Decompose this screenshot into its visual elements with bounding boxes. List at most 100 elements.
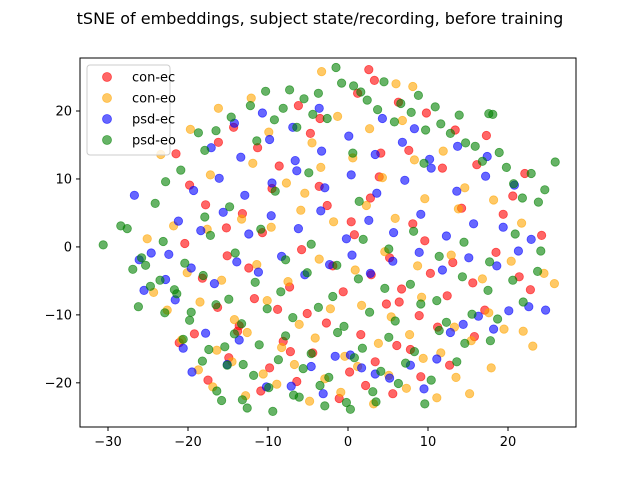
point-con-eo xyxy=(404,329,415,340)
point-psd-eo xyxy=(172,289,182,299)
point-psd-eo xyxy=(185,315,195,325)
point-psd-eo xyxy=(322,113,332,124)
point-con-ec xyxy=(293,101,303,111)
point-con-ec xyxy=(508,191,518,201)
point-psd-ec xyxy=(316,206,326,216)
point-con-ec xyxy=(344,367,355,377)
point-con-ec xyxy=(356,329,366,340)
point-psd-ec xyxy=(445,327,455,338)
scatter-points xyxy=(98,62,560,416)
point-psd-ec xyxy=(306,361,316,372)
point-con-ec xyxy=(349,230,359,240)
point-con-ec xyxy=(408,219,418,229)
point-psd-ec xyxy=(330,351,340,361)
point-con-ec xyxy=(421,108,431,118)
point-psd-ec xyxy=(186,263,196,273)
point-psd-eo xyxy=(308,109,318,120)
point-con-eo xyxy=(361,200,371,211)
point-psd-ec xyxy=(464,253,474,263)
point-psd-eo xyxy=(178,334,188,344)
legend-box xyxy=(86,64,171,156)
point-con-ec xyxy=(249,293,259,304)
point-psd-eo xyxy=(368,387,378,397)
point-con-eo xyxy=(518,326,528,336)
point-psd-eo xyxy=(416,299,426,309)
point-psd-ec xyxy=(414,247,424,257)
point-psd-eo xyxy=(460,138,471,148)
point-psd-ec xyxy=(187,367,197,377)
legend-label-con-ec: con-ec xyxy=(132,71,175,86)
point-psd-eo xyxy=(160,308,170,318)
point-psd-eo xyxy=(393,378,403,389)
point-psd-eo xyxy=(354,196,364,206)
y-tick-label: −10 xyxy=(45,308,72,323)
point-psd-eo xyxy=(260,86,271,96)
x-axis: −30 −20 −10 0 10 20 xyxy=(94,427,516,450)
point-psd-eo xyxy=(229,329,239,339)
point-psd-ec xyxy=(492,261,502,271)
point-psd-ec xyxy=(441,231,451,241)
point-con-eo xyxy=(266,222,276,232)
point-con-eo xyxy=(213,103,223,113)
point-con-eo xyxy=(350,265,360,275)
point-psd-eo xyxy=(380,283,390,293)
point-psd-eo xyxy=(533,197,544,207)
point-psd-ec xyxy=(526,234,536,244)
point-psd-eo xyxy=(353,274,363,284)
x-tick-label: −20 xyxy=(174,435,201,450)
point-psd-ec xyxy=(370,149,380,160)
point-psd-eo xyxy=(193,128,203,138)
point-psd-eo xyxy=(150,198,160,208)
point-psd-eo xyxy=(128,264,138,274)
point-psd-eo xyxy=(122,224,132,234)
point-con-eo xyxy=(237,214,247,224)
point-con-eo xyxy=(332,111,343,122)
point-con-eo xyxy=(316,67,327,77)
point-psd-eo xyxy=(508,179,519,189)
point-con-ec xyxy=(171,149,181,159)
point-psd-ec xyxy=(488,324,499,334)
point-psd-eo xyxy=(532,266,543,276)
point-psd-ec xyxy=(480,171,491,181)
point-con-eo xyxy=(356,300,367,310)
point-con-eo xyxy=(549,278,560,289)
point-con-ec xyxy=(536,230,547,240)
point-psd-ec xyxy=(236,152,246,162)
point-con-eo xyxy=(409,155,419,165)
point-psd-eo xyxy=(371,397,381,407)
point-psd-eo xyxy=(264,382,274,393)
point-psd-eo xyxy=(288,312,298,323)
point-psd-eo xyxy=(313,88,323,98)
point-con-eo xyxy=(453,204,463,214)
point-psd-eo xyxy=(364,307,375,317)
point-psd-eo xyxy=(212,386,222,396)
point-con-ec xyxy=(414,310,424,321)
point-psd-eo xyxy=(362,95,372,105)
point-con-ec xyxy=(525,285,536,295)
point-con-eo xyxy=(142,234,152,244)
point-psd-ec xyxy=(377,113,387,124)
point-con-eo xyxy=(294,319,304,329)
point-psd-eo xyxy=(358,234,368,244)
point-con-eo xyxy=(246,93,256,103)
point-psd-eo xyxy=(292,122,302,132)
point-con-eo xyxy=(296,205,306,215)
point-con-ec xyxy=(404,145,414,155)
point-psd-eo xyxy=(372,105,383,115)
y-axis: −20 −10 0 10 20 xyxy=(45,105,80,391)
point-con-ec xyxy=(203,375,213,385)
point-con-ec xyxy=(285,346,295,357)
point-psd-eo xyxy=(341,397,351,408)
legend-marker-psd-eo xyxy=(102,135,112,145)
point-con-eo xyxy=(276,342,287,353)
point-psd-ec xyxy=(437,265,447,275)
point-psd-eo xyxy=(384,332,394,342)
point-psd-eo xyxy=(270,186,280,196)
point-con-eo xyxy=(528,341,538,351)
point-con-eo xyxy=(420,194,430,204)
point-con-eo xyxy=(432,393,442,403)
point-psd-eo xyxy=(133,302,143,312)
point-psd-ec xyxy=(452,141,463,151)
point-psd-eo xyxy=(349,353,359,363)
